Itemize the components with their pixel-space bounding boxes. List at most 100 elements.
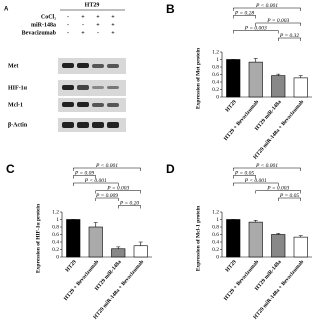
band	[77, 102, 89, 107]
condition-label: miR-148a	[31, 22, 56, 28]
y-tick-label: 1	[56, 217, 59, 223]
band	[92, 64, 104, 68]
y-tick-label: 0.4	[52, 239, 59, 245]
y-tick-label: 0.2	[52, 247, 59, 253]
panel-letter: D	[166, 162, 175, 176]
y-tick-label: 0.2	[212, 247, 219, 253]
y-tick-label: 0.4	[212, 79, 219, 85]
p-value: P < 0.001	[255, 3, 278, 9]
y-tick-label: 0.6	[212, 232, 219, 238]
condition-sign: -	[67, 30, 69, 36]
blot-strip	[58, 80, 126, 96]
bar	[133, 245, 148, 258]
bracket	[233, 7, 301, 11]
error-bar	[276, 233, 281, 235]
protein-label: Mcl-1	[8, 102, 23, 108]
y-tick-label: 1.2	[212, 49, 219, 55]
band	[107, 122, 119, 128]
bar	[293, 77, 308, 98]
y-tick-label: 1	[216, 217, 219, 223]
bar	[293, 236, 308, 258]
panel-letter: A	[4, 7, 9, 13]
condition-sign: +	[96, 22, 100, 28]
protein-label: HIF-1α	[8, 85, 28, 91]
p-value: P = 0.28	[234, 10, 255, 16]
y-tick-label: 0.6	[212, 72, 219, 78]
p-value: P < 0.001	[244, 178, 267, 184]
condition-sign: +	[96, 14, 100, 20]
western-blot: A HT29 CoCl₂ - + + + miR-148a - - + + Bevacizumab -…	[4, 2, 126, 132]
y-tick-label: 0	[216, 254, 219, 260]
p-value: P = 0.32	[279, 33, 300, 39]
band	[92, 103, 104, 107]
condition-sign: +	[111, 30, 115, 36]
bracket	[233, 182, 279, 186]
error-bar	[298, 75, 303, 78]
band	[62, 102, 74, 107]
error-bar	[276, 73, 281, 76]
condition-sign: +	[81, 14, 85, 20]
protein-label: Met	[8, 63, 18, 69]
bracket	[233, 30, 279, 34]
bracket	[233, 167, 301, 171]
p-value: P = 0.09	[74, 170, 95, 176]
y-axis-label: Expression of Mcl-1 protein	[195, 206, 201, 271]
bar	[248, 61, 263, 98]
bracket	[278, 37, 301, 41]
bracket	[95, 190, 141, 194]
p-value: P = 0.009	[95, 193, 118, 199]
bracket	[73, 182, 119, 186]
p-value: P < 0.001	[84, 178, 107, 184]
bar	[248, 221, 263, 258]
p-value: P = 0.05	[234, 170, 255, 176]
bar	[226, 219, 241, 258]
condition-sign: -	[97, 30, 99, 36]
band	[62, 85, 74, 90]
bracket	[73, 175, 96, 179]
protein-label: β-Actin	[8, 122, 28, 128]
y-tick-label: 0.8	[212, 64, 219, 70]
band	[107, 64, 119, 68]
p-value: P < 0.001	[95, 163, 118, 169]
condition-label: CoCl₂	[41, 14, 56, 20]
y-tick-label: 0	[56, 254, 59, 260]
band	[92, 86, 104, 89]
error-bar	[253, 58, 258, 63]
x-tick-label: HT29	[65, 259, 78, 273]
panel-letter: B	[166, 2, 175, 16]
bar	[271, 234, 286, 258]
bar	[111, 248, 126, 258]
bracket	[278, 197, 301, 201]
panel-letter: C	[6, 162, 15, 176]
condition-sign: -	[67, 14, 69, 20]
p-value: P = 0.003	[266, 18, 289, 24]
condition-sign: -	[82, 22, 84, 28]
bracket	[233, 175, 256, 179]
band	[77, 122, 89, 128]
band	[107, 86, 119, 89]
error-bar	[253, 219, 258, 223]
p-value: P = 0.003	[244, 25, 267, 31]
band	[62, 122, 74, 128]
band	[107, 103, 119, 107]
condition-sign: +	[81, 30, 85, 36]
bracket	[255, 190, 301, 194]
bar	[271, 75, 286, 98]
bar	[226, 59, 241, 98]
bracket	[255, 22, 301, 26]
y-axis-label: Expression of Met protein	[195, 48, 201, 109]
band	[62, 63, 74, 68]
bracket	[95, 197, 119, 201]
p-value: P = 0.003	[266, 185, 289, 191]
error-bar	[298, 235, 303, 238]
y-tick-label: 0	[216, 94, 219, 100]
error-bar	[138, 241, 143, 246]
p-value: P < 0.001	[255, 163, 278, 169]
y-tick-label: 0.8	[52, 224, 59, 230]
bracket	[118, 205, 141, 209]
y-tick-label: 0.4	[212, 239, 219, 245]
x-tick-label: HT29 miR-148a + Bevacizumab	[252, 99, 305, 160]
error-bar	[116, 246, 121, 249]
y-tick-label: 1	[216, 57, 219, 63]
